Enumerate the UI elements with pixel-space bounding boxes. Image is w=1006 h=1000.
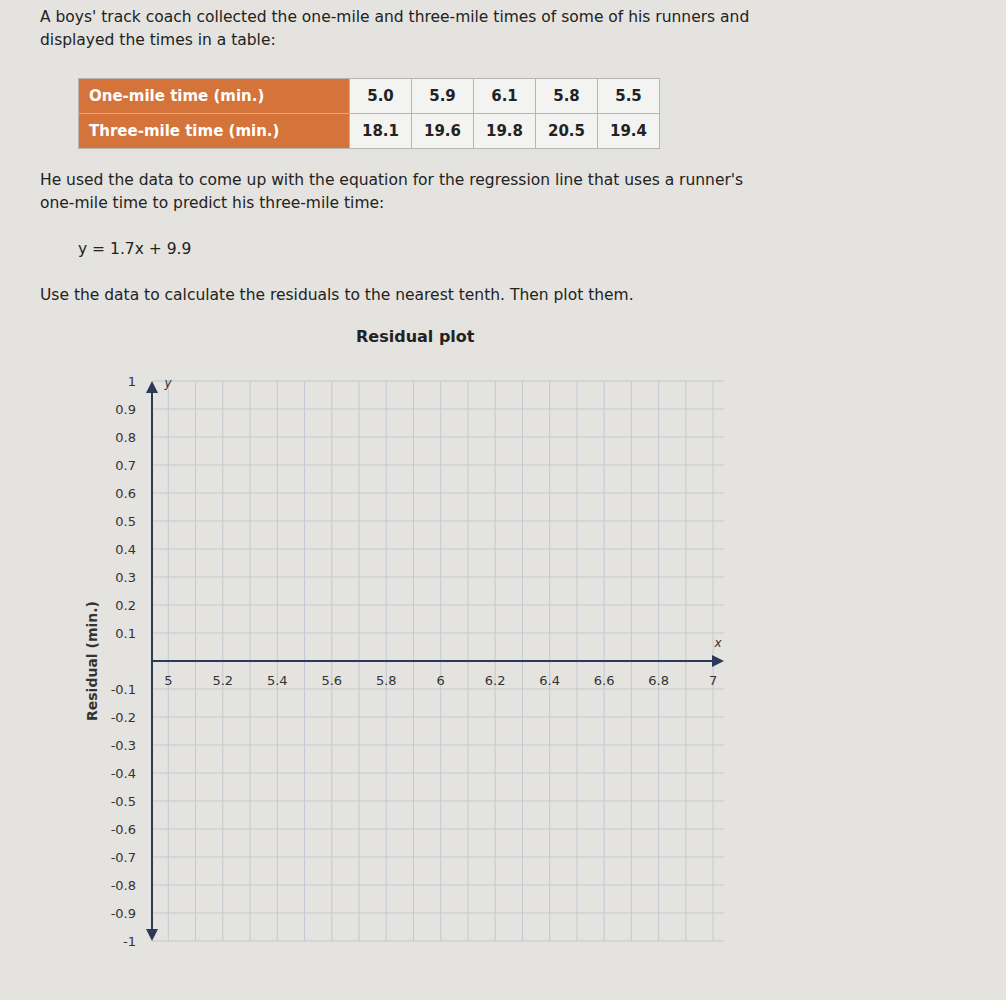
- y-grid-line: [152, 885, 724, 886]
- y-grid-line: [152, 437, 724, 438]
- table-cell: 20.5: [536, 114, 598, 149]
- y-grid-line: [152, 493, 724, 494]
- table-cell: 5.9: [412, 79, 474, 114]
- body-text: one-mile time to predict his three-mile …: [40, 194, 384, 212]
- body-text: He used the data to come up with the equ…: [40, 171, 743, 189]
- y-tick-label: 0.6: [115, 486, 136, 501]
- table-cell: 5.8: [536, 79, 598, 114]
- y-axis-arrow-down: [146, 929, 158, 941]
- y-grid-line: [152, 381, 724, 382]
- x-axis-letter: x: [713, 636, 722, 650]
- y-grid-line: [152, 521, 724, 522]
- y-tick-label: -0.5: [111, 794, 136, 809]
- y-grid-line: [152, 577, 724, 578]
- table-cell: 5.0: [350, 79, 412, 114]
- table-cell: 18.1: [350, 114, 412, 149]
- intro-text: displayed the times in a table:: [40, 31, 276, 49]
- y-tick-label: 0.3: [115, 570, 136, 585]
- table-cell: 6.1: [474, 79, 536, 114]
- y-grid-line: [152, 913, 724, 914]
- y-tick-label: 0.2: [115, 598, 136, 613]
- x-tick-label: 6.6: [594, 673, 615, 688]
- y-tick-label: 0.5: [115, 514, 136, 529]
- x-tick-label: 7: [709, 673, 717, 688]
- y-grid-line: [152, 465, 724, 466]
- table-cell: 19.6: [412, 114, 474, 149]
- table-cell: 5.5: [598, 79, 660, 114]
- x-tick-label: 6.8: [648, 673, 669, 688]
- y-grid-line: [152, 941, 724, 942]
- y-tick-label: 0.4: [115, 542, 136, 557]
- x-axis: [152, 660, 716, 662]
- y-tick-label: -0.9: [111, 906, 136, 921]
- row-header: One-mile time (min.): [79, 79, 350, 114]
- y-axis-letter: y: [163, 376, 172, 390]
- x-tick-label: 6.2: [485, 673, 506, 688]
- y-grid-line: [152, 773, 724, 774]
- y-tick-label: -0.3: [111, 738, 136, 753]
- table-row: One-mile time (min.)5.05.96.15.85.5: [79, 79, 660, 114]
- x-tick-label: 5.8: [376, 673, 397, 688]
- y-axis: [151, 389, 153, 933]
- y-tick-label: -0.7: [111, 850, 136, 865]
- y-tick-label: 0.1: [115, 626, 136, 641]
- chart-title: Residual plot: [356, 327, 474, 346]
- y-grid-line: [152, 801, 724, 802]
- y-axis-arrow-up: [146, 381, 158, 393]
- grid: [152, 381, 724, 941]
- y-tick-label: -0.6: [111, 822, 136, 837]
- y-tick-label: 0.8: [115, 430, 136, 445]
- equation: y = 1.7x + 9.9: [78, 240, 191, 258]
- y-tick-label: -1: [123, 934, 136, 949]
- row-header: Three-mile time (min.): [79, 114, 350, 149]
- y-grid-line: [152, 829, 724, 830]
- y-grid-line: [152, 409, 724, 410]
- y-grid-line: [152, 549, 724, 550]
- y-tick-label: 1: [128, 374, 136, 389]
- residual-plot: 5 5.2 5.4 5.6 5.8 6 6.2 6.4 6.6 6.8 7 1 0.9 0.8 0.7 0.6…: [0, 0, 1006, 1000]
- x-axis-arrow: [712, 655, 724, 667]
- x-tick-label: 5.2: [212, 673, 233, 688]
- x-tick-label: 5.6: [321, 673, 342, 688]
- x-tick-label: 5.4: [267, 673, 288, 688]
- x-tick-label: 5: [164, 673, 172, 688]
- intro-text: A boys' track coach collected the one-mi…: [40, 8, 749, 26]
- y-tick-label: 0.7: [115, 458, 136, 473]
- x-tick-label: 6: [437, 673, 445, 688]
- y-tick-label: -0.8: [111, 878, 136, 893]
- y-tick-label: 0.9: [115, 402, 136, 417]
- instruction: Use the data to calculate the residuals …: [40, 286, 634, 304]
- table-row: Three-mile time (min.)18.119.619.820.519…: [79, 114, 660, 149]
- table-cell: 19.8: [474, 114, 536, 149]
- y-tick-label: -0.2: [111, 710, 136, 725]
- y-grid-line: [152, 605, 724, 606]
- y-grid-line: [152, 633, 724, 634]
- x-tick-label: 6.4: [539, 673, 560, 688]
- y-tick-label: -0.1: [111, 682, 136, 697]
- table-cell: 19.4: [598, 114, 660, 149]
- y-grid-line: [152, 689, 724, 690]
- y-grid-line: [152, 717, 724, 718]
- data-table: One-mile time (min.)5.05.96.15.85.5Three…: [78, 78, 660, 149]
- y-grid-line: [152, 745, 724, 746]
- y-grid-line: [152, 857, 724, 858]
- y-tick-label: -0.4: [111, 766, 136, 781]
- y-axis-title: Residual (min.): [84, 601, 100, 721]
